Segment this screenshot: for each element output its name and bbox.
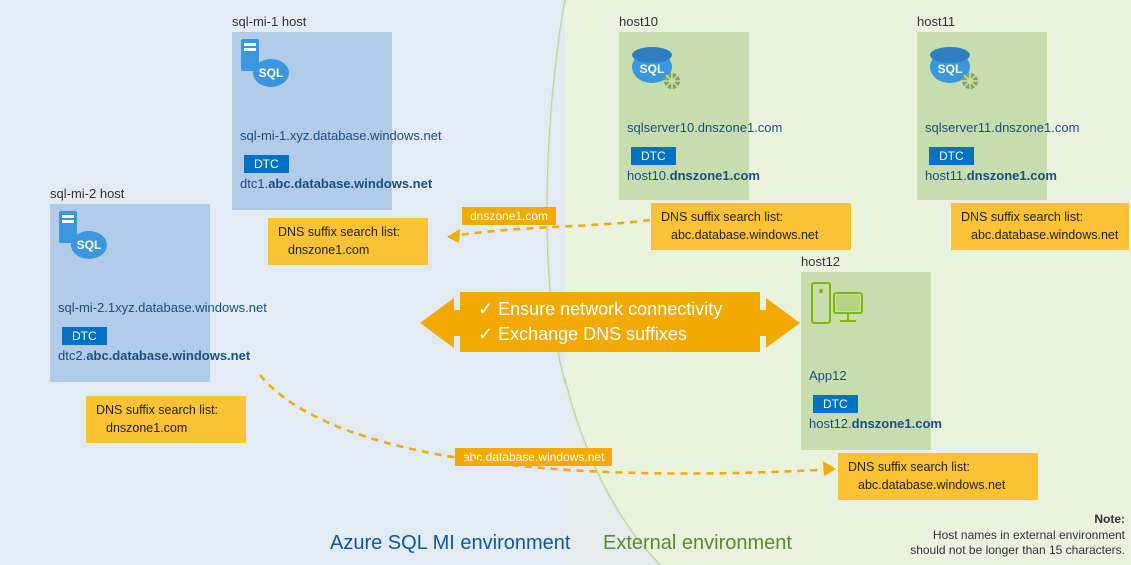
dns-suffix-box-h11: DNS suffix search list: abc.database.win… — [951, 203, 1129, 250]
sqlmi1-fqdn: sql-mi-1.xyz.database.windows.net — [240, 128, 442, 143]
host10-fqdn: sqlserver10.dnszone1.com — [627, 120, 782, 135]
env-label-left: Azure SQL MI environment — [330, 532, 570, 555]
svg-text:SQL: SQL — [77, 238, 102, 252]
host12-app: App12 — [809, 368, 847, 383]
dtc-badge: DTC — [929, 147, 974, 165]
host10-dtc-line: host10.dnszone1.com — [627, 168, 760, 183]
dtc-badge: DTC — [631, 147, 676, 165]
svg-text:SQL: SQL — [259, 66, 284, 80]
dns-label-1: dnszone1.com — [462, 207, 556, 225]
dtc-badge: DTC — [244, 155, 289, 173]
note-text: Note: Host names in external environment… — [855, 512, 1125, 559]
svg-text:SQL: SQL — [640, 62, 665, 76]
dns-label-2: abc.database.windows.net — [455, 448, 612, 466]
sqlmi2-dtc-line: dtc2.abc.database.windows.net — [58, 348, 250, 363]
dtc-badge: DTC — [62, 327, 107, 345]
sql-mi-icon: SQL — [241, 39, 293, 91]
dtc-badge: DTC — [813, 395, 858, 413]
host11-dtc-line: host11.dnszone1.com — [925, 168, 1057, 183]
host11-fqdn: sqlserver11.dnszone1.com — [925, 120, 1079, 135]
sqlmi1-dtc-line: dtc1.abc.database.windows.net — [240, 176, 432, 191]
app-server-icon — [810, 279, 862, 331]
dns-suffix-box-mi1: DNS suffix search list: dnszone1.com — [268, 218, 428, 265]
svg-text:SQL: SQL — [938, 62, 963, 76]
sql-server-icon: SQL — [628, 39, 680, 91]
central-callout: ✓ Ensure network connectivity ✓ Exchange… — [460, 292, 760, 352]
host12-dtc-line: host12.dnszone1.com — [809, 416, 942, 431]
dns-suffix-box-h10: DNS suffix search list: abc.database.win… — [651, 203, 851, 250]
sqlmi2-fqdn: sql-mi-2.1xyz.database.windows.net — [58, 300, 267, 315]
dns-suffix-box-h12: DNS suffix search list: abc.database.win… — [838, 453, 1038, 500]
dns-suffix-box-mi2: DNS suffix search list: dnszone1.com — [86, 396, 246, 443]
sql-server-icon: SQL — [926, 39, 978, 91]
env-label-right: External environment — [603, 532, 792, 555]
sql-mi-icon: SQL — [59, 211, 111, 263]
